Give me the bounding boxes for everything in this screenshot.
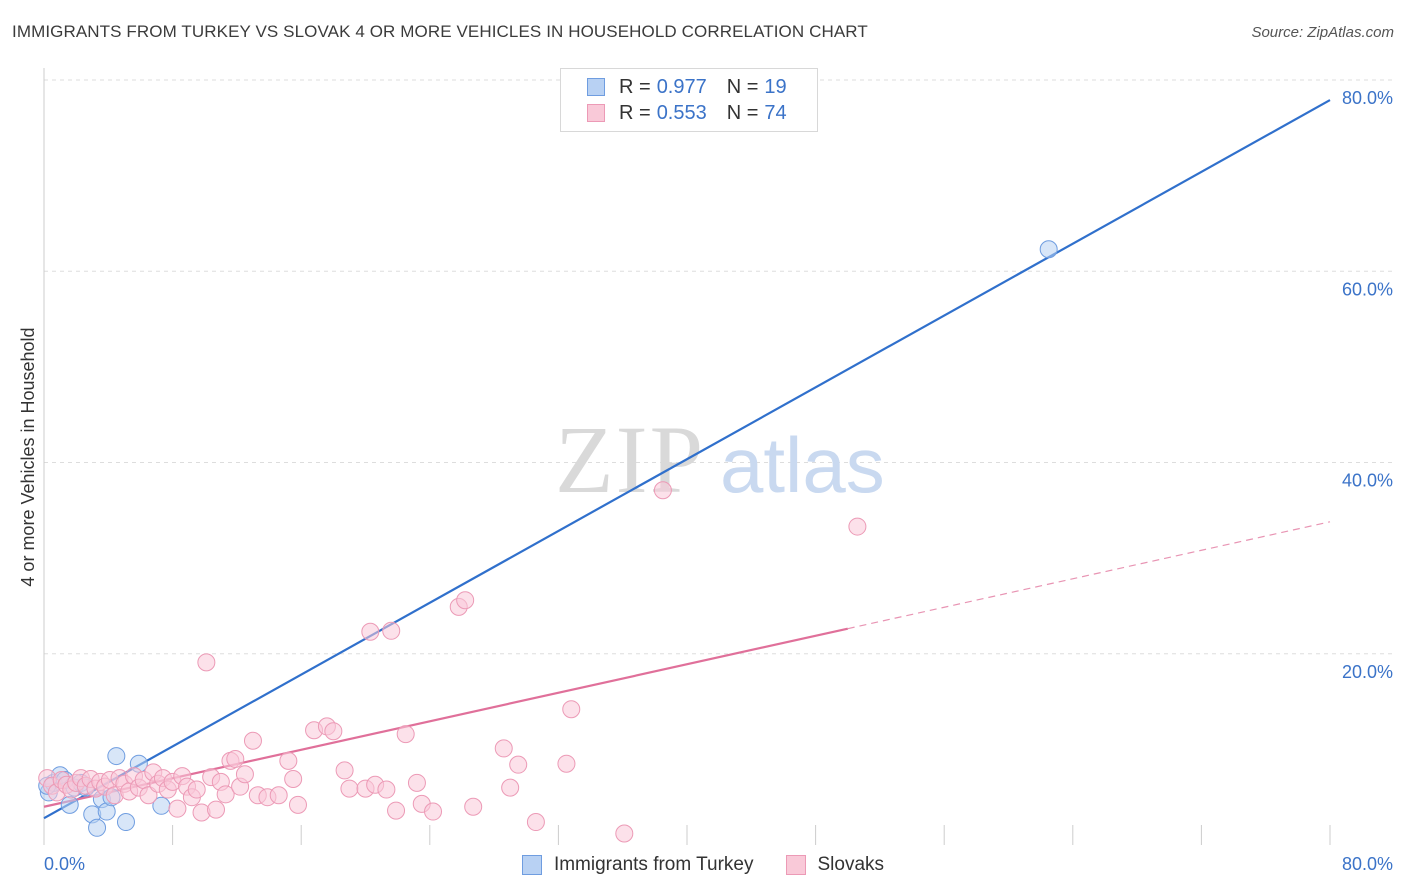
- legend-item-slovaks[interactable]: Slovaks: [785, 854, 885, 876]
- legend-swatch-slovaks: [785, 855, 806, 875]
- point-pink-51: [324, 722, 343, 741]
- point-pink-31: [187, 780, 206, 799]
- point-blue-13: [107, 747, 126, 766]
- point-pink-73: [615, 824, 634, 843]
- point-pink-55: [361, 622, 380, 641]
- data-points: [38, 240, 1058, 843]
- point-pink-66: [464, 797, 483, 816]
- source-label: Source: ZipAtlas.com: [1251, 24, 1394, 41]
- correlation-legend: R = 0.977 N = 19 R = 0.553 N = 74: [560, 68, 818, 132]
- point-pink-42: [243, 731, 262, 750]
- point-pink-61: [407, 773, 426, 792]
- point-pink-70: [526, 813, 545, 832]
- legend-label-slovaks: Slovaks: [817, 854, 885, 875]
- point-pink-39: [226, 749, 245, 768]
- series-legend: Immigrants from Turkey Slovaks: [0, 852, 1406, 878]
- legend-row-slovaks: R = 0.553 N = 74: [587, 101, 787, 125]
- point-pink-63: [424, 802, 443, 821]
- r-label: R =: [619, 75, 651, 98]
- point-pink-41: [235, 765, 254, 784]
- r-value-turkey: 0.977: [656, 75, 707, 98]
- y-tick-label-3: 80.0%: [1342, 88, 1393, 108]
- point-pink-47: [284, 770, 303, 789]
- legend-swatch-blue: [587, 78, 605, 96]
- point-pink-72: [562, 700, 581, 719]
- point-pink-57: [377, 780, 396, 799]
- n-value-turkey: 19: [764, 75, 787, 98]
- y-tick-label-0: 20.0%: [1342, 662, 1393, 682]
- watermark: ZIP atlas: [555, 406, 885, 513]
- x-tick-label-min: 0.0%: [44, 854, 85, 874]
- watermark-zip: ZIP: [555, 406, 705, 513]
- point-pink-27: [168, 799, 187, 818]
- point-pink-35: [207, 800, 226, 819]
- n-value-slovaks: 74: [764, 101, 787, 124]
- legend-swatch-turkey: [521, 855, 542, 875]
- n-label: N =: [726, 101, 759, 124]
- point-pink-68: [501, 778, 520, 797]
- point-pink-69: [509, 755, 528, 774]
- point-blue-9: [88, 818, 107, 837]
- point-pink-21: [139, 786, 158, 805]
- point-pink-37: [216, 785, 235, 804]
- point-pink-48: [288, 795, 307, 814]
- chart-title: IMMIGRANTS FROM TURKEY VS SLOVAK 4 OR MO…: [12, 22, 868, 41]
- tick-labels: 20.0% 40.0% 60.0% 80.0% 0.0% 80.0%: [44, 88, 1393, 874]
- point-pink-75: [848, 517, 867, 536]
- y-tick-label-1: 40.0%: [1342, 471, 1393, 491]
- n-label: N =: [726, 75, 759, 98]
- legend-row-turkey: R = 0.977 N = 19: [587, 75, 787, 99]
- point-pink-33: [197, 653, 216, 672]
- y-tick-label-2: 60.0%: [1342, 279, 1393, 299]
- point-pink-45: [269, 786, 288, 805]
- r-value-slovaks: 0.553: [656, 101, 707, 124]
- r-label: R =: [619, 101, 651, 124]
- point-pink-67: [494, 739, 513, 758]
- point-pink-60: [396, 725, 415, 744]
- point-blue-14: [116, 813, 135, 832]
- point-pink-71: [557, 754, 576, 773]
- trend-extension-pink: [847, 521, 1331, 630]
- trend-line-blue: [43, 99, 1331, 820]
- point-pink-74: [653, 481, 672, 500]
- point-pink-53: [340, 779, 359, 798]
- legend-item-turkey[interactable]: Immigrants from Turkey: [521, 854, 754, 876]
- axes: [43, 68, 1331, 845]
- point-blue-4: [60, 795, 79, 814]
- x-tick-label-max: 80.0%: [1342, 854, 1393, 874]
- trend-lines: [43, 99, 1331, 820]
- point-pink-46: [279, 751, 298, 770]
- point-pink-58: [382, 621, 401, 640]
- grid-lines: [44, 79, 1392, 655]
- legend-label-turkey: Immigrants from Turkey: [553, 854, 754, 875]
- y-axis-label: 4 or more Vehicles in Household: [18, 327, 38, 586]
- point-blue-17: [1039, 240, 1058, 259]
- legend-swatch-pink: [587, 104, 605, 122]
- point-pink-59: [387, 801, 406, 820]
- point-pink-52: [335, 761, 354, 780]
- watermark-atlas: atlas: [720, 421, 885, 509]
- point-pink-65: [456, 591, 475, 610]
